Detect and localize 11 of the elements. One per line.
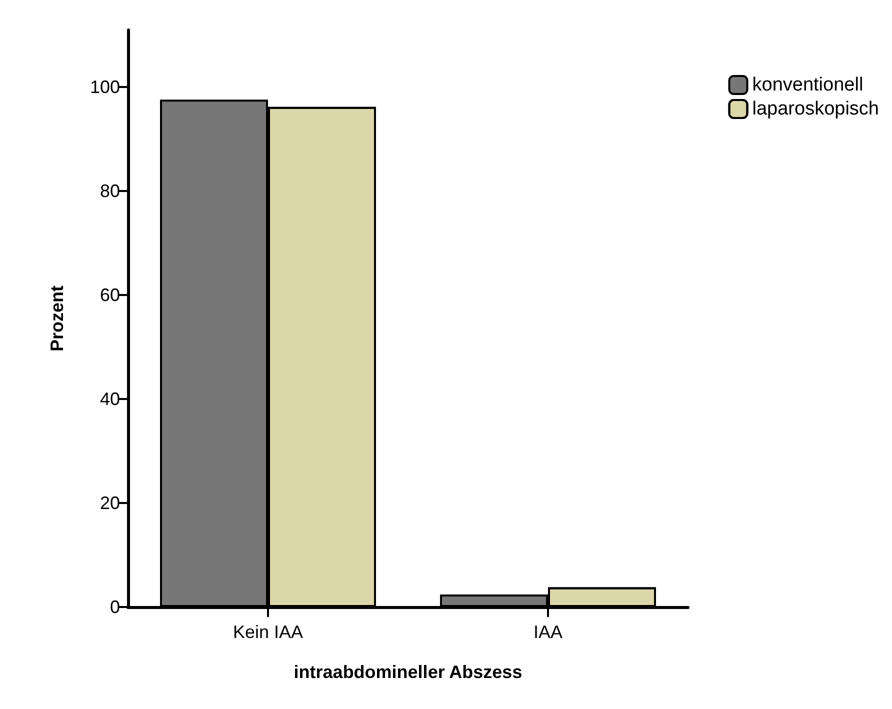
y-tick-label: 100 bbox=[90, 77, 120, 98]
x-tick-label: Kein IAA bbox=[232, 622, 304, 642]
y-tick-label: 40 bbox=[100, 389, 120, 410]
x-tick-label: IAA bbox=[533, 622, 563, 642]
y-tick-label: 20 bbox=[100, 493, 120, 514]
legend-label: konventionell bbox=[752, 74, 864, 96]
legend-label: laparoskopisch bbox=[752, 98, 880, 120]
y-tick-label: 80 bbox=[100, 181, 120, 202]
x-axis-title: intraabdomineller Abszess bbox=[294, 662, 522, 682]
y-tick-label: 60 bbox=[100, 285, 120, 306]
y-axis-title: Prozent bbox=[47, 285, 67, 352]
